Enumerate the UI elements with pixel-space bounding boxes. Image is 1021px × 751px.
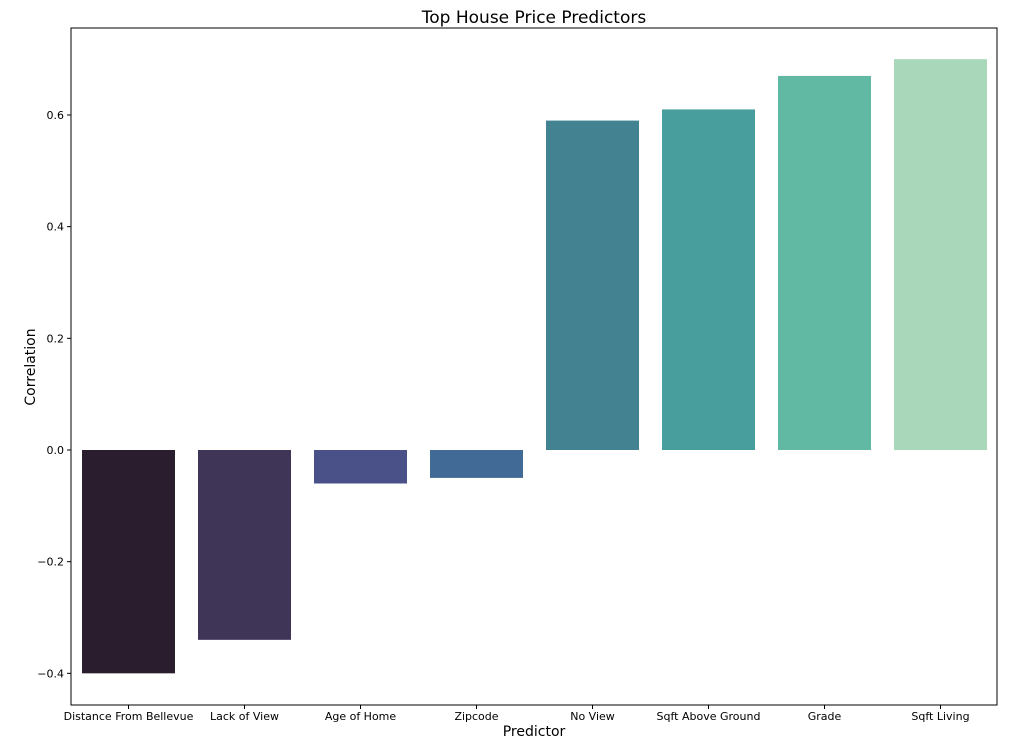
x-tick-label: Distance From Bellevue	[64, 710, 194, 723]
bar-sqft-living	[894, 59, 987, 451]
x-tick-label: Age of Home	[325, 710, 397, 723]
plot-frame	[70, 27, 998, 706]
y-axis-label: Correlation	[23, 328, 39, 405]
x-tick-label: No View	[570, 710, 615, 723]
bar-grade	[778, 75, 871, 451]
y-axis: −0.4 −0.2 0.0 0.2 0.4 0.6	[37, 109, 71, 680]
bar-no-view	[546, 120, 639, 450]
x-axis-label: Predictor	[503, 724, 566, 740]
y-tick-label: −0.4	[37, 667, 64, 680]
bar-age-of-home	[314, 450, 407, 484]
chart-title: Top House Price Predictors	[421, 8, 647, 28]
y-tick-label: 0.2	[47, 332, 65, 345]
x-axis: Distance From Bellevue Lack of View Age of…	[64, 705, 970, 723]
bar-zipcode	[430, 450, 523, 478]
x-tick-label: Zipcode	[454, 710, 498, 723]
bar-lack-of-view	[198, 450, 291, 640]
x-tick-label: Sqft Living	[911, 710, 969, 723]
x-tick-label: Sqft Above Ground	[657, 710, 761, 723]
y-tick-label: 0.0	[47, 444, 65, 457]
x-tick-label: Lack of View	[210, 710, 279, 723]
y-tick-label: 0.4	[47, 221, 65, 234]
bar-sqft-above-ground	[662, 109, 755, 451]
bars-group	[82, 59, 987, 674]
y-tick-label: −0.2	[37, 556, 64, 569]
y-tick-label: 0.6	[47, 109, 65, 122]
bar-distance-from-bellevue	[82, 450, 175, 674]
x-tick-label: Grade	[808, 710, 842, 723]
